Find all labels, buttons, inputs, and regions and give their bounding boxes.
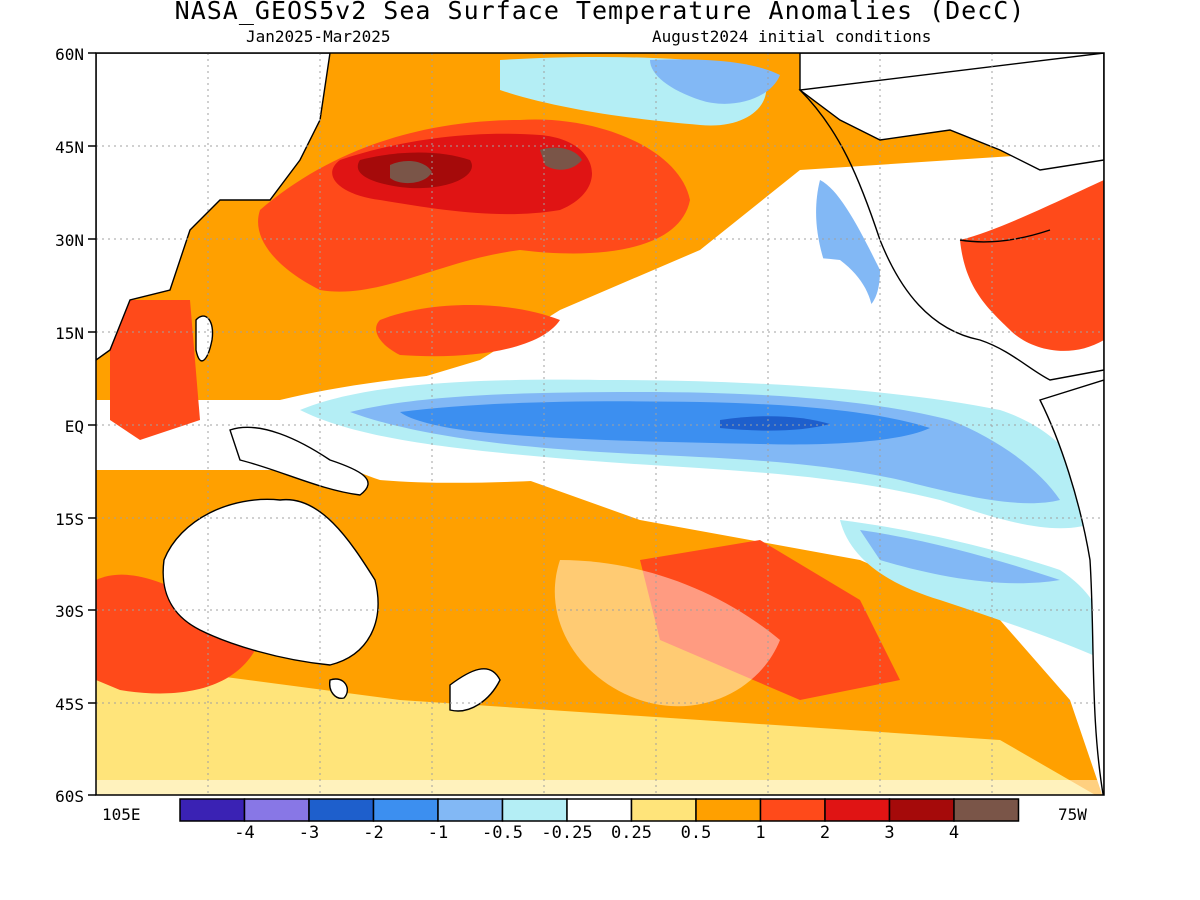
australia-landmass (162, 498, 379, 666)
colorbar-tick-label: -4 (234, 823, 255, 843)
lat-label-15n: 15N (55, 324, 84, 343)
lat-label-30n: 30N (55, 231, 84, 250)
lat-ticks (88, 52, 96, 796)
tasmania-landmass (329, 678, 348, 699)
colorbar-swatch (501, 798, 568, 822)
lon-label-105e: 105E (102, 805, 141, 824)
north-america-west-coast (798, 53, 1104, 381)
lat-label-60n: 60N (55, 45, 84, 64)
strong-cool-core (720, 416, 830, 431)
southern-edge-band (96, 780, 1104, 795)
cool-southeast-core (860, 530, 1060, 584)
map-frame (95, 52, 1105, 796)
extreme-warm-core-east (540, 147, 582, 170)
colorbar-tick-label: -0.25 (541, 823, 593, 843)
philippines-landmass (195, 315, 214, 362)
lat-lon-grid (96, 53, 1104, 795)
initial-conditions: August2024 initial conditions (652, 27, 932, 46)
colorbar-swatch (888, 798, 955, 822)
colorbar-tick-label: -1 (427, 823, 449, 843)
colorbar-swatch (759, 798, 826, 822)
colorbar (179, 798, 1020, 822)
lat-label-eq: EQ (64, 417, 84, 436)
colorbar-swatch (953, 798, 1020, 822)
moderate-cool-core (400, 401, 930, 445)
cool-patch-north (650, 59, 780, 104)
colorbar-tick-label: 2 (819, 823, 831, 843)
warm-patch-south-china-sea (110, 300, 200, 440)
warm-patch-southwest (96, 574, 260, 694)
map-title: NASA_GEOS5v2 Sea Surface Temperature Ano… (174, 0, 1026, 25)
colorbar-swatch (566, 798, 633, 822)
colorbar-tick-label: -0.5 (482, 823, 523, 843)
east-asia-landmass (96, 53, 331, 361)
warm-patch-tropical-west (376, 305, 560, 357)
colorbar-tick-label: -3 (298, 823, 320, 843)
new-zealand-landmass (449, 668, 501, 712)
colorbar-swatch (824, 798, 891, 822)
lat-label-45n: 45N (55, 138, 84, 157)
south-america-landmass (1039, 379, 1104, 795)
colorbar-swatch (372, 798, 439, 822)
neutral-patch-south (554, 560, 780, 707)
colorbar-tick-label: 4 (948, 823, 960, 843)
lat-label-30s: 30S (55, 602, 84, 621)
lat-label-60s: 60S (55, 787, 84, 806)
neutral-subtropical-northeast (598, 257, 874, 365)
colorbar-tick-label: -2 (363, 823, 384, 843)
land-masses (96, 53, 1104, 795)
lat-label-15s: 15S (55, 510, 84, 529)
lat-label-45s: 45S (55, 695, 84, 714)
lon-label-75w: 75W (1058, 805, 1087, 824)
colorbar-swatch (437, 798, 504, 822)
colorbar-swatch (630, 798, 697, 822)
extreme-warm-core (390, 160, 432, 184)
colorbar-tick-label: 1 (755, 823, 766, 843)
colorbar-swatch (695, 798, 762, 822)
colorbar-swatch (308, 798, 375, 822)
colorbar-swatch (243, 798, 310, 822)
new-guinea-landmass (229, 426, 369, 496)
gulf-coastline (959, 229, 1051, 243)
colorbar-tick-label: 3 (884, 823, 895, 843)
colorbar-tick-label: 0.25 (611, 823, 652, 843)
warm-patch-gulf-atlantic (960, 180, 1104, 351)
north-america-north-landmass (799, 53, 1104, 171)
colorbar-swatch (179, 798, 246, 822)
colorbar-tick-label: 0.5 (680, 823, 712, 843)
warm-patch-south-central (640, 540, 900, 700)
forecast-period: Jan2025-Mar2025 (246, 27, 391, 46)
